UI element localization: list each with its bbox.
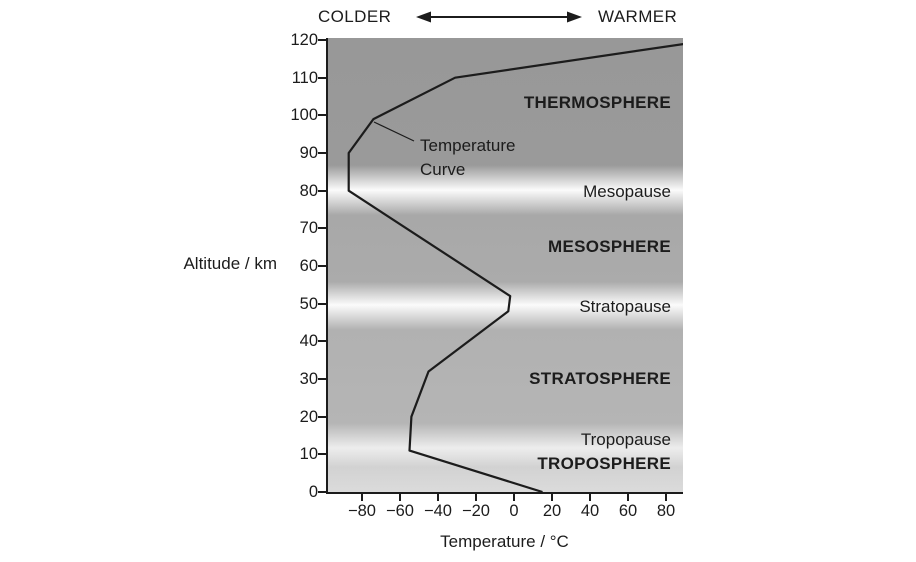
y-axis-tick <box>318 491 326 493</box>
temperature-curve <box>347 42 683 493</box>
y-axis-tick-label: 70 <box>299 219 318 238</box>
x-axis-tick <box>361 494 363 501</box>
x-axis-tick <box>589 494 591 501</box>
colder-label: COLDER <box>318 7 392 26</box>
stratopause-label: Stratopause <box>579 297 671 316</box>
y-axis-tick-label: 10 <box>299 445 318 464</box>
x-axis-tick <box>551 494 553 501</box>
x-axis-tick-label: 60 <box>618 502 638 520</box>
annotation-leader-line <box>373 121 415 142</box>
x-axis-tick <box>513 494 515 501</box>
y-axis-tick <box>318 340 326 343</box>
mesopause-label: Mesopause <box>583 182 671 201</box>
annotation-line1: Temperature <box>420 136 516 155</box>
x-axis-tick-label: −20 <box>462 502 490 520</box>
y-axis-tick <box>318 76 326 79</box>
x-axis-tick-label: 20 <box>542 502 562 520</box>
y-axis-tick-label: 20 <box>299 407 318 426</box>
x-axis-tick-label: 80 <box>656 502 676 520</box>
y-axis-tick <box>318 114 326 117</box>
x-axis-tick <box>475 494 477 501</box>
x-axis-tick-label: −80 <box>348 502 376 520</box>
tropopause-label: Tropopause <box>580 430 671 449</box>
y-axis-tick-label: 40 <box>299 332 318 351</box>
x-axis-tick <box>627 494 629 501</box>
temperature-curve-annotation: Temperature Curve <box>420 134 515 182</box>
x-axis-tick-label: 40 <box>580 502 600 520</box>
y-axis-tick-label: 90 <box>299 144 318 162</box>
y-axis-tick <box>318 265 326 267</box>
warmer-label: WARMER <box>598 7 678 26</box>
stratosphere-label: STRATOSPHERE <box>529 369 671 388</box>
y-axis-title: Altitude / km <box>183 254 277 273</box>
y-axis-tick-label: 50 <box>299 294 318 313</box>
annotation-line2: Curve <box>420 160 466 179</box>
x-axis-tick <box>437 494 439 501</box>
y-axis-tick-label: 80 <box>299 181 318 200</box>
plot-area: THERMOSPHERE Mesopause MESOSPHERE Strato… <box>290 31 683 520</box>
x-axis-tick <box>399 494 401 501</box>
y-axis-tick <box>318 415 326 418</box>
y-axis-tick-label: 0 <box>308 483 318 501</box>
x-axis-tick-label: 0 <box>509 502 519 520</box>
y-axis-tick-label: 60 <box>299 257 318 275</box>
y-axis-tick <box>318 302 326 305</box>
y-axis-tick <box>318 152 326 154</box>
x-axis-tick <box>665 494 667 501</box>
y-axis-tick-label: 30 <box>299 370 318 388</box>
mesosphere-label: MESOSPHERE <box>548 237 671 256</box>
troposphere-label: TROPOSPHERE <box>537 454 671 473</box>
y-axis-tick <box>318 453 326 456</box>
y-axis-tick <box>318 39 326 41</box>
y-axis-tick-label: 110 <box>291 68 318 87</box>
y-axis-tick <box>318 227 326 230</box>
double-headed-arrow-icon <box>416 11 582 23</box>
y-axis-tick-label: 100 <box>290 106 318 125</box>
thermosphere-label: THERMOSPHERE <box>523 93 671 112</box>
y-axis-tick <box>318 378 326 380</box>
x-axis-title: Temperature / °C <box>440 532 569 551</box>
x-axis-tick-label: −60 <box>386 502 414 520</box>
y-axis-tick <box>318 189 326 192</box>
x-axis-tick-label: −40 <box>424 502 452 520</box>
y-axis-tick-label: 120 <box>290 31 318 49</box>
